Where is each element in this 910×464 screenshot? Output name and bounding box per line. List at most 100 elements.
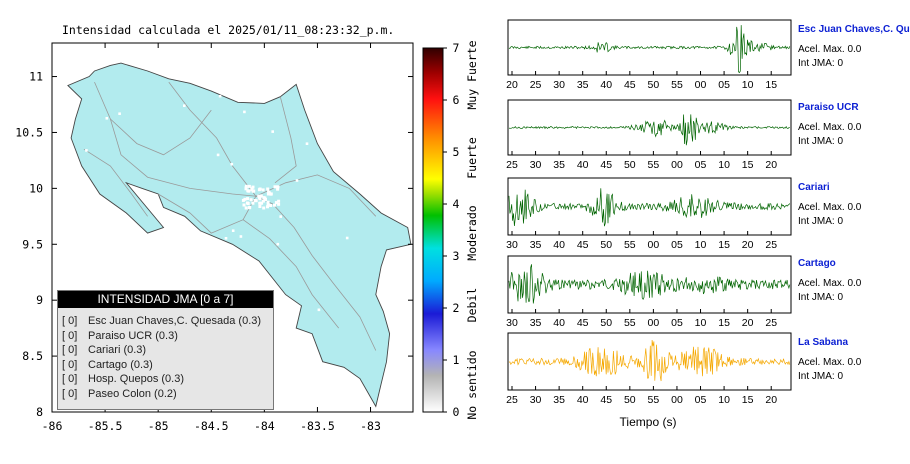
city-marker <box>242 203 246 207</box>
map-ytick-label: 8 <box>36 405 43 419</box>
legend-item-level: [ 0] <box>62 344 78 357</box>
seismogram-xtick-label: 20 <box>506 79 518 91</box>
town-marker <box>279 215 282 218</box>
town-marker <box>216 153 220 157</box>
seismogram-xtick-label: 25 <box>506 159 518 171</box>
seismogram-xtick-label: 30 <box>506 317 518 329</box>
map-xtick-label: -84 <box>254 419 275 433</box>
costa-rica-landmass <box>67 62 412 408</box>
map-ytick-label: 9.5 <box>22 237 43 251</box>
seismogram-xtick-label: 35 <box>553 394 565 406</box>
map-xtick-label: -84.5 <box>194 419 229 433</box>
legend-title: INTENSIDAD JMA [0 a 7] <box>58 291 273 308</box>
town-marker <box>344 158 348 161</box>
city-marker <box>244 206 248 210</box>
town-marker <box>295 179 299 182</box>
colorbar-tick-label: 4 <box>453 197 460 211</box>
seismogram-xtick-label: 05 <box>671 317 683 329</box>
city-marker <box>261 199 265 203</box>
seismogram-xtick-label: 15 <box>718 239 730 251</box>
city-marker <box>241 198 245 202</box>
city-marker <box>259 194 263 198</box>
map-xtick-label: -85 <box>148 419 169 433</box>
town-marker <box>371 200 375 204</box>
colorbar-category-label: Debil <box>465 288 479 323</box>
seismogram-xtick-label: 30 <box>506 239 518 251</box>
seismogram-xtick-label: 40 <box>600 79 612 91</box>
city-marker <box>247 206 251 210</box>
map-xtick-label: -86 <box>42 419 63 433</box>
city-marker <box>276 187 280 191</box>
seismogram-xtick-label: 15 <box>742 159 754 171</box>
seismogram-xtick-label: 50 <box>624 394 636 406</box>
seismogram-xtick-label: 50 <box>600 239 612 251</box>
station-name: La Sabana <box>798 337 849 348</box>
town-marker <box>231 229 235 232</box>
town-marker <box>244 89 248 92</box>
seismogram-xtick-label: 20 <box>765 159 777 171</box>
map-ytick-label: 10.5 <box>15 125 43 139</box>
town-marker <box>221 88 224 92</box>
colorbar-category-label: Fuerte <box>465 137 479 179</box>
legend-list: [ 0] Esc Juan Chaves,C. Quesada (0.3)[ 0]… <box>62 314 273 402</box>
city-marker <box>251 185 255 189</box>
legend-item-label: Hosp. Quepos (0.3) <box>88 373 184 386</box>
seismogram-xtick-label: 10 <box>742 79 754 91</box>
city-marker <box>277 202 281 206</box>
map-ytick-label: 8.5 <box>22 349 43 363</box>
map-xtick-label: -85.5 <box>88 419 123 433</box>
station-int-jma: Int JMA: 0 <box>798 216 844 227</box>
seismogram-xtick-label: 35 <box>553 159 565 171</box>
seismogram-xlabel: Tiempo (s) <box>620 415 677 429</box>
station-label-block: Esc Juan Chaves,C. Qu Acel. Max. 0.0 Int J… <box>798 24 910 69</box>
seismogram-xtick-label: 15 <box>742 394 754 406</box>
station-int-jma: Int JMA: 0 <box>798 58 844 69</box>
legend-item: [ 0] Paraiso UCR (0.3) <box>62 329 273 344</box>
seismogram-xtick-label: 15 <box>718 317 730 329</box>
colorbar-category-label: Moderado <box>465 205 479 260</box>
town-marker <box>97 248 101 252</box>
legend-item: [ 0] Esc Juan Chaves,C. Quesada (0.3) <box>62 314 273 329</box>
station-name: Cariari <box>798 182 830 193</box>
seismogram-panel <box>507 177 792 236</box>
seismogram-xtick-label: 10 <box>695 317 707 329</box>
town-marker <box>137 265 141 268</box>
map-xtick-label: -83 <box>360 419 381 433</box>
city-marker <box>263 196 267 200</box>
town-marker <box>85 149 88 152</box>
colorbar-category-label: Muy Fuerte <box>465 40 479 109</box>
city-marker <box>266 200 270 204</box>
road-6 <box>242 219 340 329</box>
map-ytick-label: 9 <box>36 293 43 307</box>
city-marker <box>246 197 250 201</box>
town-marker <box>305 142 309 145</box>
seismogram-trace <box>508 339 791 382</box>
town-marker <box>345 236 349 240</box>
map-ytick-label: 10 <box>29 181 43 195</box>
seismogram-xtick-label: 30 <box>553 79 565 91</box>
town-marker <box>183 104 186 107</box>
road-7 <box>83 148 148 217</box>
map-xtick-label: -83.5 <box>300 419 335 433</box>
city-marker <box>244 184 248 188</box>
seismogram-xtick-label: 30 <box>530 394 542 406</box>
legend-item-label: Paseo Colon (0.2) <box>88 387 177 400</box>
city-marker <box>273 185 277 189</box>
town-marker <box>218 94 222 98</box>
station-acel-max: Acel. Max. 0.0 <box>798 44 862 55</box>
road-3 <box>168 81 257 197</box>
city-marker <box>277 199 281 203</box>
legend-item-level: [ 0] <box>62 358 78 371</box>
town-marker <box>151 267 154 271</box>
station-name: Cartago <box>798 258 836 269</box>
city-marker <box>276 185 280 189</box>
city-marker <box>266 205 269 209</box>
legend-item-label: Cariari (0.3) <box>88 344 147 357</box>
seismogram-xtick-label: 50 <box>600 317 612 329</box>
city-marker <box>266 203 270 207</box>
station-acel-max: Acel. Max. 0.0 <box>798 122 862 133</box>
town-marker <box>91 189 94 192</box>
city-marker <box>266 187 270 191</box>
city-marker <box>247 184 251 188</box>
colorbar-category-label: No sentido <box>465 350 479 419</box>
